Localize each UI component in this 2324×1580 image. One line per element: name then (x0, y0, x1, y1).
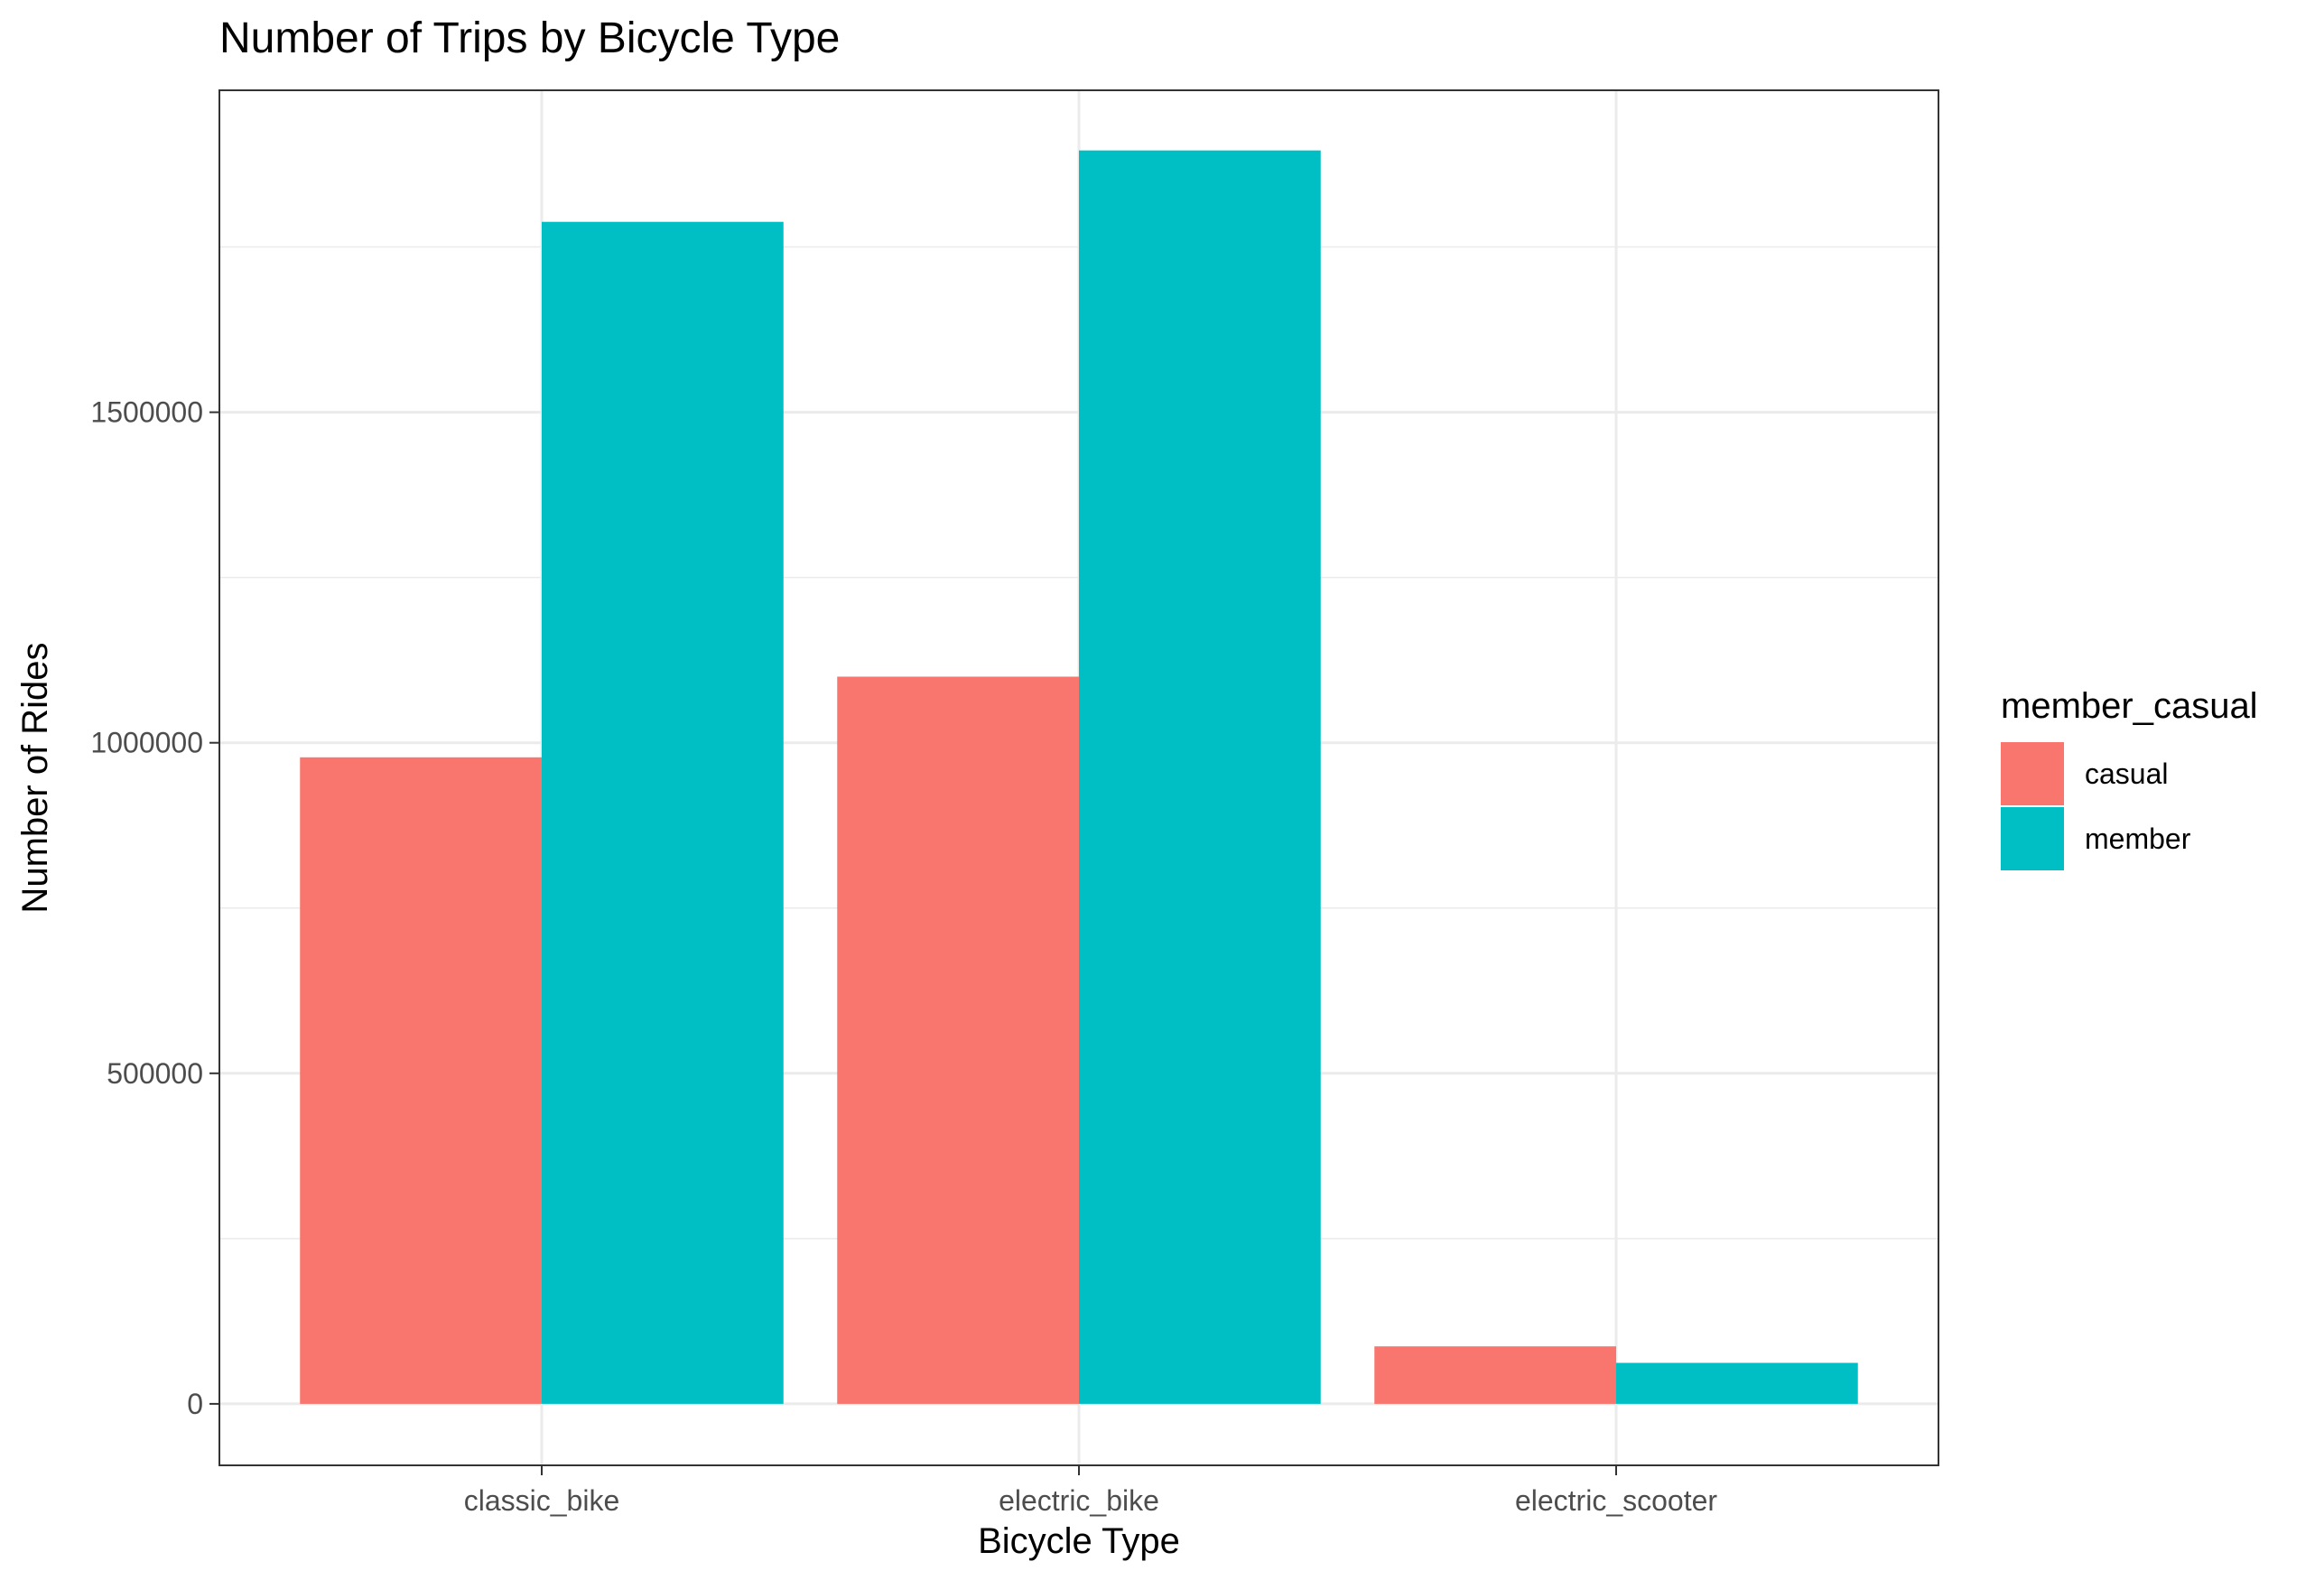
legend-label-member: member (2085, 823, 2191, 855)
x-axis: classic_bike electric_bike electric_scoote… (464, 1465, 1717, 1517)
x-axis-title: Bicycle Type (978, 1521, 1180, 1561)
legend-key-casual (2001, 742, 2064, 805)
x-tick-label: electric_scooter (1515, 1484, 1717, 1517)
y-tick-label: 500000 (107, 1057, 203, 1090)
y-tick-label: 1500000 (90, 396, 203, 429)
bar-member-electric_bike (1079, 150, 1321, 1404)
bar-member-classic_bike (542, 221, 784, 1404)
y-tick-label: 0 (187, 1388, 203, 1420)
x-tick-label: classic_bike (464, 1484, 620, 1517)
y-tick-label: 1000000 (90, 727, 203, 759)
legend-label-casual: casual (2085, 757, 2169, 790)
bar-casual-classic_bike (300, 757, 542, 1404)
legend-key-member (2001, 807, 2064, 870)
legend: member_casual casual member (2001, 686, 2258, 870)
chart-title: Number of Trips by Bicycle Type (219, 14, 840, 62)
y-axis-title: Number of Rides (15, 642, 55, 913)
legend-title: member_casual (2001, 686, 2258, 726)
bars (300, 150, 1858, 1404)
bar-casual-electric_bike (837, 676, 1079, 1404)
bar-casual-electric_scooter (1374, 1346, 1616, 1404)
y-axis: 0 500000 1000000 1500000 (90, 396, 219, 1420)
bar-member-electric_scooter (1616, 1362, 1858, 1404)
x-tick-label: electric_bike (999, 1484, 1159, 1517)
